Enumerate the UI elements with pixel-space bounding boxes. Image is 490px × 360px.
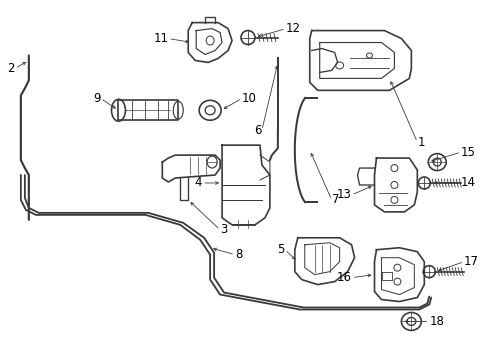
Text: 9: 9 [93,92,100,105]
Text: 2: 2 [7,62,15,75]
Text: 8: 8 [235,248,243,261]
Text: 10: 10 [242,92,257,105]
Text: 17: 17 [464,255,479,268]
Text: 5: 5 [277,243,285,256]
Text: 6: 6 [254,124,262,137]
Text: 16: 16 [337,271,352,284]
Text: 18: 18 [429,315,444,328]
Text: 1: 1 [417,136,425,149]
Text: 12: 12 [286,22,301,35]
Text: 13: 13 [337,188,352,202]
Text: 4: 4 [195,176,202,189]
Text: 7: 7 [332,193,339,206]
Text: 15: 15 [461,145,476,159]
Text: 14: 14 [461,176,476,189]
Text: 3: 3 [220,223,227,236]
Text: 11: 11 [153,32,168,45]
